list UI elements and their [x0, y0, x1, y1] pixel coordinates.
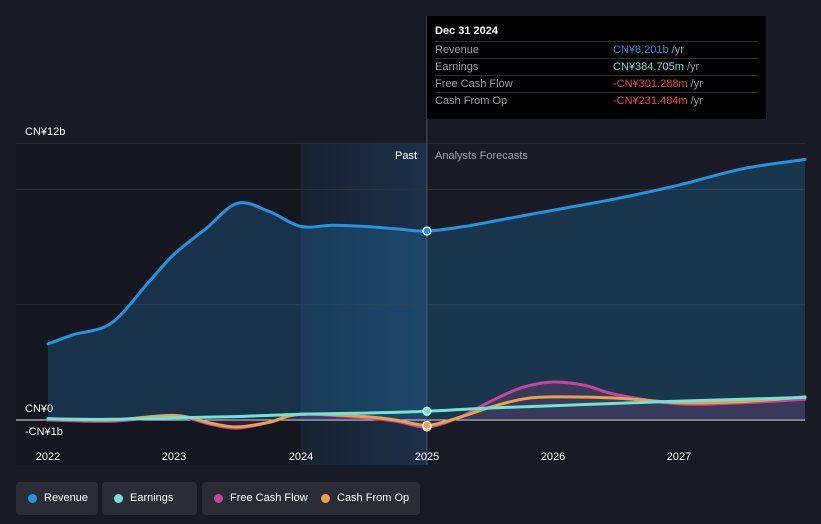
tooltip-label: Earnings [435, 61, 479, 73]
y-axis-label-top: CN¥12b [25, 126, 66, 138]
tooltip-label: Cash From Op [435, 95, 508, 107]
x-tick-2024: 2024 [288, 451, 314, 463]
revenue-dot-icon [28, 494, 37, 503]
tooltip-label: Revenue [435, 44, 480, 56]
x-tick-2023: 2023 [161, 451, 187, 463]
legend-item-cash-from-op[interactable]: Cash From Op [309, 482, 420, 515]
y-axis-label-zero: CN¥0 [25, 403, 54, 415]
tooltip-value: -CN¥301.288m/yr [613, 78, 703, 90]
revenue-line [46, 158, 807, 346]
tooltip-value: CN¥8.201b/yr [613, 44, 684, 56]
tooltip-value: CN¥384.705m/yr [613, 61, 700, 73]
cash-from-op-point [422, 420, 432, 430]
earnings-dot-icon [114, 494, 123, 503]
forecast-label: Analysts Forecasts [435, 150, 528, 162]
tooltip-row-earnings: Earnings CN¥384.705m/yr [435, 58, 758, 76]
free-cash-flow-area [48, 381, 805, 429]
legend-label: Earnings [130, 492, 174, 504]
x-tick-2026: 2026 [540, 451, 566, 463]
tooltip-label: Free Cash Flow [435, 78, 513, 90]
earnings-point [422, 406, 432, 416]
legend-label: Revenue [44, 492, 89, 504]
tooltip-row-revenue: Revenue CN¥8.201b/yr [435, 41, 758, 59]
tooltip-value: -CN¥231.484m/yr [613, 95, 703, 107]
free-cash-flow-dot-icon [214, 494, 223, 503]
tooltip: Dec 31 2024 Revenue CN¥8.201b/yr Earning… [427, 16, 766, 119]
legend-item-free-cash-flow[interactable]: Free Cash Flow [202, 482, 318, 515]
past-label: Past [395, 150, 418, 162]
revenue-point [422, 226, 432, 236]
y-axis-label-negative: -CN¥1b [25, 426, 63, 438]
legend-item-revenue[interactable]: Revenue [16, 482, 98, 515]
cash-from-op-dot-icon [321, 494, 330, 503]
tooltip-row-free-cash-flow: Free Cash Flow -CN¥301.288m/yr [435, 75, 758, 93]
tooltip-row-cash-from-op: Cash From Op -CN¥231.484m/yr [435, 92, 758, 110]
x-tick-2027: 2027 [666, 451, 692, 463]
tooltip-date: Dec 31 2024 [435, 25, 498, 37]
x-tick-2022: 2022 [35, 451, 61, 463]
legend-item-earnings[interactable]: Earnings [102, 482, 197, 515]
cash-from-op-line [46, 395, 807, 429]
legend-label: Free Cash Flow [230, 492, 308, 504]
x-tick-2025: 2025 [414, 451, 440, 463]
legend-label: Cash From Op [337, 492, 410, 504]
